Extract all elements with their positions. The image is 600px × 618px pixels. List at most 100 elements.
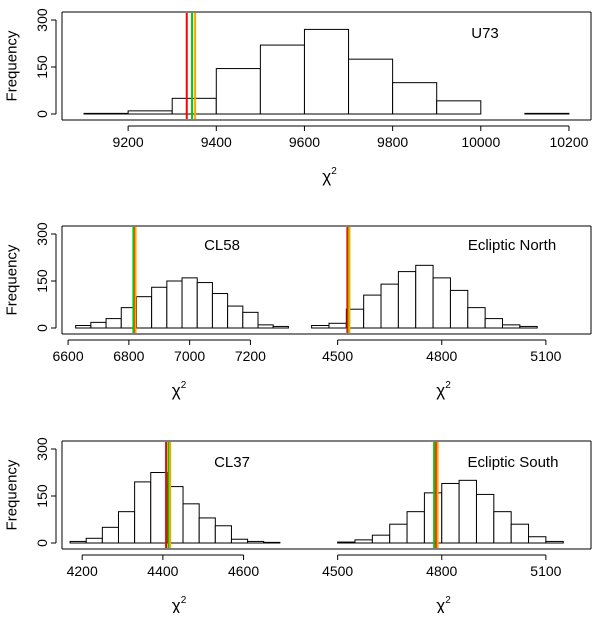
- histogram-bar: [389, 523, 408, 544]
- histogram-bar: [134, 481, 152, 544]
- histogram-bar: [502, 324, 521, 329]
- x-tick-label: 4500: [322, 563, 353, 579]
- x-tick-label: 6600: [52, 348, 83, 364]
- y-tick-label: 150: [34, 484, 50, 508]
- x-tick-label: 5100: [530, 563, 561, 579]
- histogram-bar: [83, 112, 129, 115]
- histogram-bar: [441, 482, 460, 544]
- histogram-bar: [90, 321, 107, 329]
- histogram-bar: [259, 44, 305, 115]
- histogram-bar: [182, 503, 200, 544]
- x-tick-label: 9400: [201, 134, 232, 150]
- histogram-bar: [484, 318, 504, 329]
- panel-title: CL37: [214, 454, 250, 471]
- histogram-bar: [432, 277, 451, 329]
- histogram-bar: [348, 58, 394, 115]
- histogram-bar: [337, 541, 356, 544]
- histogram-bar: [528, 536, 547, 544]
- y-tick-label: 300: [34, 222, 50, 246]
- x-tick-label: 4400: [147, 563, 178, 579]
- histogram-bar: [519, 325, 538, 329]
- x-tick-label: 6800: [113, 348, 144, 364]
- histogram-bar: [127, 110, 173, 115]
- x-tick-label: 4800: [426, 563, 457, 579]
- histogram-bar: [215, 68, 261, 115]
- histogram-bar: [545, 540, 564, 544]
- histogram-bar: [449, 289, 469, 329]
- histogram-bar: [328, 322, 347, 329]
- x-axis-label: χ2: [172, 595, 187, 613]
- histogram-bar: [380, 283, 399, 329]
- histogram-bar: [135, 296, 153, 329]
- histogram-bar: [242, 311, 259, 329]
- x-axis-label: χ2: [436, 380, 451, 400]
- histogram-bar: [101, 526, 119, 544]
- histogram-bar: [458, 479, 477, 544]
- histogram-bar: [227, 305, 244, 329]
- x-axis-label: χ2: [436, 595, 451, 613]
- chart-panel-5: 4500 4800 5100 χ2 Ecliptic South: [296, 440, 592, 615]
- x-tick-label: 4600: [228, 563, 259, 579]
- histogram-bar: [117, 511, 136, 544]
- y-axis-label: Frequency: [4, 459, 21, 530]
- panel-title: CL58: [204, 237, 240, 254]
- histogram-bar: [354, 539, 373, 544]
- histogram-bar: [151, 286, 168, 329]
- x-tick-label: 4200: [67, 563, 98, 579]
- histogram-bar: [181, 277, 198, 329]
- x-tick-label: 10200: [549, 134, 588, 150]
- histogram-bar: [493, 511, 512, 544]
- x-tick-label: 7000: [174, 348, 205, 364]
- histogram-bar: [436, 100, 482, 115]
- x-axis-label: χ2: [172, 380, 187, 400]
- y-tick-label: 0: [34, 324, 50, 332]
- histogram-bar: [311, 324, 330, 329]
- histogram-bar: [415, 264, 434, 329]
- panel-title: Ecliptic South: [468, 454, 559, 471]
- x-tick-label: 5100: [530, 348, 561, 364]
- chart-panel-2: 6600 6800 7000 7200 χ2 0 150 300 Frequency CL58: [4, 222, 296, 400]
- x-tick-label: 4800: [426, 348, 457, 364]
- histogram-bar: [363, 294, 382, 329]
- histogram-bar: [257, 324, 274, 329]
- histogram-bar: [467, 307, 486, 329]
- x-axis-label: χ2: [322, 166, 337, 186]
- histogram-bar: [371, 534, 391, 544]
- x-tick-label: 10000: [461, 134, 500, 150]
- histogram-bar: [198, 517, 216, 544]
- panel-title: Ecliptic North: [468, 237, 556, 254]
- histogram-bar: [406, 511, 425, 544]
- histogram-bar: [392, 82, 438, 115]
- histogram-bar: [166, 280, 183, 329]
- y-tick-label: 0: [34, 539, 50, 547]
- histogram-bar: [524, 112, 570, 115]
- histogram-bar: [303, 28, 350, 115]
- histogram-bar: [230, 538, 249, 544]
- y-axis-label: Frequency: [4, 244, 21, 315]
- y-tick-label: 150: [34, 55, 50, 79]
- histogram-bar: [397, 271, 417, 329]
- histogram-bar: [211, 293, 229, 329]
- chart-panel-1: 9200 9400 9600 9800 10000 10200 χ2 0 150 300 Frequ…: [4, 8, 592, 186]
- histogram-bar: [263, 541, 281, 544]
- histogram-bar: [105, 318, 122, 329]
- y-axis-label: Frequency: [4, 30, 21, 101]
- histogram-bar: [214, 525, 232, 544]
- histogram-bar: [75, 324, 92, 329]
- x-tick-label: 7200: [235, 348, 266, 364]
- histogram-bar: [196, 282, 213, 329]
- y-tick-label: 0: [34, 110, 50, 118]
- y-tick-label: 300: [34, 437, 50, 461]
- panel-title: U73: [471, 25, 499, 42]
- histogram-bar: [85, 537, 103, 544]
- histogram-bar: [150, 472, 168, 544]
- chart-panel-3: 4500 4800 5100 χ2 Ecliptic North: [296, 225, 592, 400]
- y-tick-label: 150: [34, 269, 50, 293]
- x-tick-label: 4500: [322, 348, 353, 364]
- histogram-bar: [247, 540, 265, 544]
- histogram-bar: [510, 523, 530, 544]
- histogram-bar: [272, 325, 289, 329]
- histogram-bar: [69, 540, 87, 544]
